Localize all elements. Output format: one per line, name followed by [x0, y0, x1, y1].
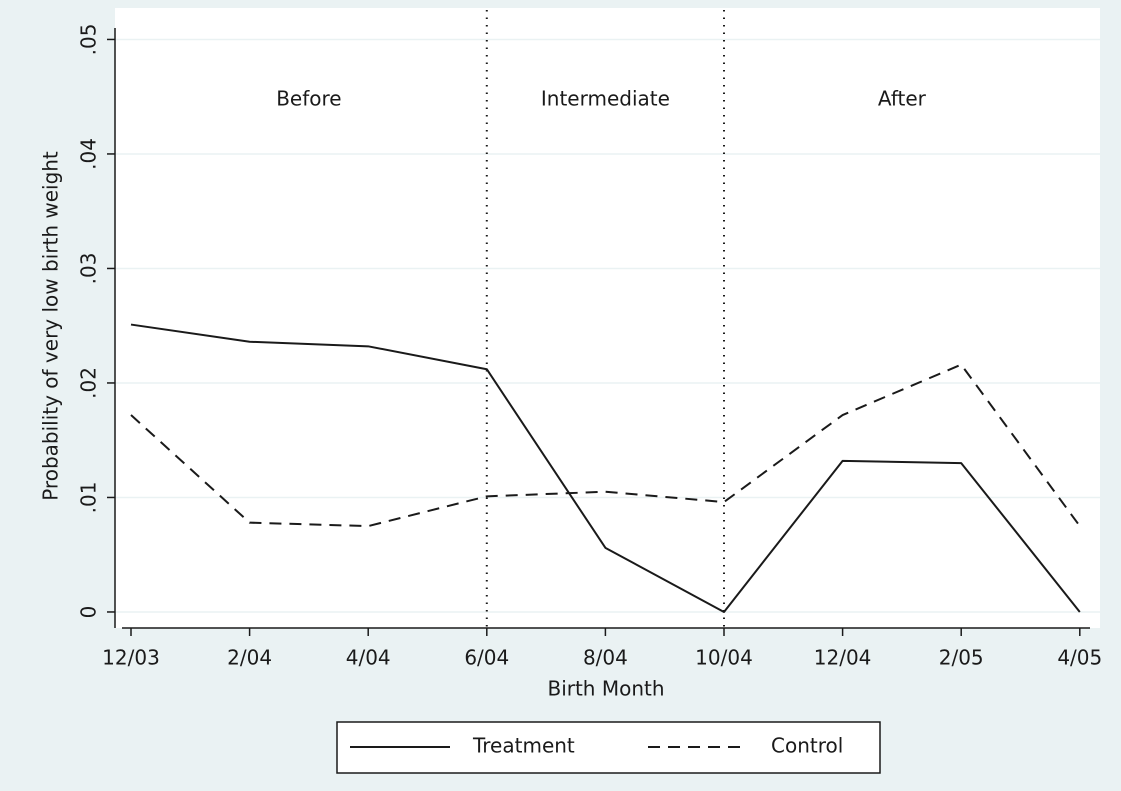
x-axis-label: Birth Month: [547, 677, 664, 701]
x-tick-label: 2/05: [939, 646, 984, 670]
y-tick-label: .05: [77, 24, 101, 56]
plot-area: [115, 8, 1100, 628]
legend-label: Treatment: [472, 734, 575, 758]
x-tick-label: 8/04: [583, 646, 628, 670]
x-tick-label: 6/04: [464, 646, 509, 670]
x-tick-label: 2/04: [227, 646, 272, 670]
y-tick-label: .04: [77, 138, 101, 170]
series-line: [130, 323, 1081, 613]
x-tick-label: 12/03: [102, 646, 160, 670]
y-tick-label: .03: [77, 253, 101, 285]
x-tick-label: 10/04: [695, 646, 753, 670]
x-tick-label: 12/04: [814, 646, 872, 670]
period-label: Before: [276, 87, 341, 111]
period-label: Intermediate: [541, 87, 670, 111]
legend-label: Control: [771, 734, 843, 758]
y-tick-label: .01: [77, 482, 101, 514]
y-tick-label: .02: [77, 367, 101, 399]
x-tick-label: 4/04: [346, 646, 391, 670]
series-line: [130, 363, 1081, 528]
period-label: After: [878, 87, 927, 111]
y-axis-label: Probability of very low birth weight: [39, 151, 63, 501]
y-tick-label: 0: [77, 606, 101, 619]
x-tick-label: 4/05: [1057, 646, 1102, 670]
